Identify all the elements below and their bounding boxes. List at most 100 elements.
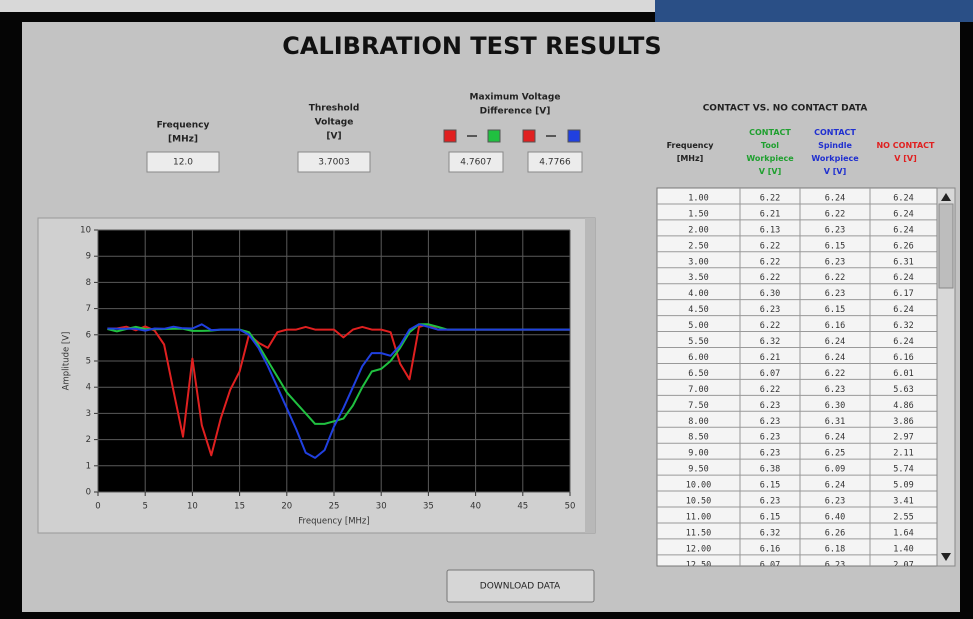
- table-cell: 5.00: [688, 321, 708, 331]
- table-cell: 6.23: [760, 449, 780, 459]
- x-tick-label: 30: [376, 502, 387, 512]
- value-box: [448, 151, 504, 173]
- control-label: Voltage: [315, 118, 354, 128]
- table-cell: 6.22: [825, 273, 845, 283]
- control-value: 12.0: [173, 158, 193, 168]
- table-cell: 6.22: [760, 273, 780, 283]
- x-tick-label: 35: [423, 502, 434, 512]
- table-cell: 6.23: [825, 385, 845, 395]
- table-cell: 6.24: [825, 193, 845, 203]
- download-button[interactable]: [446, 569, 595, 603]
- y-tick-label: 9: [86, 252, 91, 262]
- table-cell: 6.30: [825, 401, 845, 411]
- table-cell: 6.15: [825, 305, 845, 315]
- table-cell: 3.50: [688, 273, 708, 283]
- table-cell: 3.00: [688, 257, 708, 267]
- table-rows: 1.00 6.22 6.24 6.24 1.50 6.21 6.22 6.24 2.00 6.13…: [657, 193, 937, 570]
- table-cell: 6.15: [760, 481, 780, 491]
- table-cell: 6.23: [825, 225, 845, 235]
- table-cell: 6.22: [760, 385, 780, 395]
- blue-bar: [655, 0, 973, 22]
- column-header: Spindle: [818, 141, 852, 150]
- table-cell: 7.00: [688, 385, 708, 395]
- table-cell: 11.50: [686, 528, 712, 538]
- control-label: Frequency: [157, 121, 210, 131]
- table-cell: 10.00: [686, 481, 712, 491]
- table-cell: 5.63: [893, 385, 913, 395]
- y-tick-label: 2: [86, 435, 91, 445]
- control-label: [V]: [326, 132, 341, 142]
- table-cell: 5.50: [688, 337, 708, 347]
- table-cell: 8.50: [688, 433, 708, 443]
- table-cell: 10.50: [686, 497, 712, 507]
- table-cell: 6.26: [893, 241, 913, 251]
- color-indicator: [522, 129, 536, 143]
- value-box: [527, 151, 583, 173]
- table-cell: 6.32: [760, 528, 780, 538]
- table-cell: 6.13: [760, 225, 780, 235]
- y-tick-label: 0: [86, 488, 91, 498]
- x-tick-label: 5: [142, 502, 147, 512]
- table-cell: 9.00: [688, 449, 708, 459]
- table-cell: 1.00: [688, 193, 708, 203]
- table-cell: 6.16: [825, 321, 845, 331]
- table-cell: 6.18: [825, 544, 845, 554]
- download-button-label[interactable]: DOWNLOAD DATA: [480, 582, 561, 592]
- y-tick-label: 3: [86, 409, 91, 419]
- table-cell: 6.23: [760, 417, 780, 427]
- table-cell: 6.40: [825, 512, 845, 522]
- table-cell: 6.21: [760, 353, 780, 363]
- table-cell: 6.22: [760, 241, 780, 251]
- table-cell: 6.26: [825, 528, 845, 538]
- table-cell: 6.15: [760, 512, 780, 522]
- color-indicator: [487, 129, 501, 143]
- table-cell: 5.09: [893, 481, 913, 491]
- x-tick-label: 10: [187, 502, 198, 512]
- scroll-up: [941, 193, 951, 201]
- table-cell: 6.23: [760, 401, 780, 411]
- table-cell: 11.00: [686, 512, 712, 522]
- table-cell: 1.40: [893, 544, 913, 554]
- table-cell: 6.17: [893, 289, 913, 299]
- table-cell: 6.16: [893, 353, 913, 363]
- table-cell: 6.09: [825, 465, 845, 475]
- table-cell: 7.50: [688, 401, 708, 411]
- table-cell: 6.24: [893, 273, 913, 283]
- table-cell: 2.97: [893, 433, 913, 443]
- column-header: V [V]: [759, 167, 781, 176]
- table-cell: 12.50: [686, 560, 712, 570]
- y-tick-label: 10: [80, 226, 91, 236]
- x-tick-label: 15: [234, 502, 245, 512]
- table-cell: 6.23: [825, 560, 845, 570]
- table-cell: 6.38: [760, 465, 780, 475]
- control-value: 4.7607: [460, 158, 492, 168]
- table-cell: 2.00: [688, 225, 708, 235]
- top-strip: [0, 0, 655, 12]
- table-cell: 6.24: [893, 225, 913, 235]
- column-header: [MHz]: [677, 154, 704, 163]
- table-cell: 6.22: [825, 369, 845, 379]
- x-tick-label: 25: [329, 502, 340, 512]
- x-tick-label: 20: [281, 502, 292, 512]
- table-cell: 4.50: [688, 305, 708, 315]
- x-tick-label: 45: [517, 502, 528, 512]
- table-cell: 6.24: [825, 353, 845, 363]
- table-cell: 6.24: [893, 337, 913, 347]
- table-cell: 6.07: [760, 369, 780, 379]
- control-value: 4.7766: [539, 158, 571, 168]
- table-body: [656, 187, 956, 567]
- table-cell: 6.24: [893, 193, 913, 203]
- table-cell: 6.32: [893, 321, 913, 331]
- table-cell: 1.50: [688, 209, 708, 219]
- control-label: [MHz]: [168, 135, 198, 145]
- table-cell: 6.22: [760, 257, 780, 267]
- table-cell: 2.11: [893, 449, 913, 459]
- table-cell: 6.23: [760, 305, 780, 315]
- table-cell: 6.50: [688, 369, 708, 379]
- scroll-down: [941, 553, 951, 561]
- table-cell: 2.07: [893, 560, 913, 570]
- x-tick-label: 0: [95, 502, 100, 512]
- column-header: Workpiece: [746, 154, 794, 163]
- y-axis-label: Amplitude [V]: [62, 332, 72, 391]
- color-indicator: [567, 129, 581, 143]
